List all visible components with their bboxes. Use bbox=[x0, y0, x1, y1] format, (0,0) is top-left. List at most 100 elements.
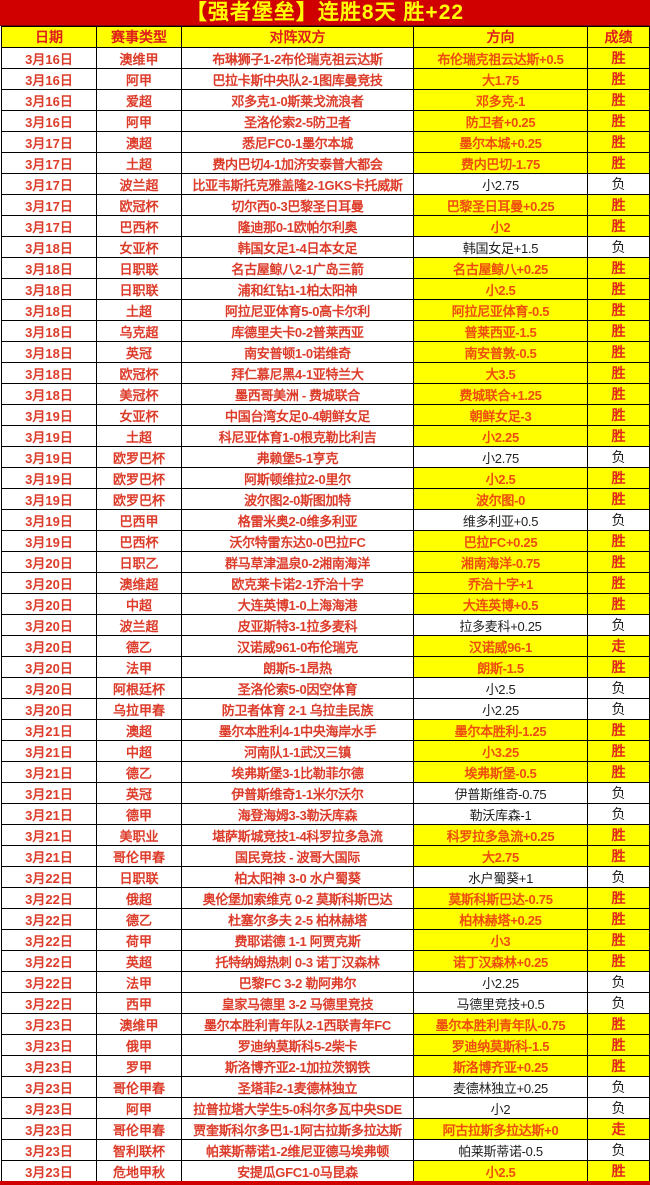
table-row: 3月18日 土超 阿拉尼亚体育5-0高卡尔利 阿拉尼亚体育-0.5 胜 bbox=[1, 299, 650, 321]
date-cell: 3月23日 bbox=[1, 1034, 97, 1056]
date-cell: 3月20日 bbox=[1, 551, 97, 573]
table-row: 3月19日 巴西杯 沃尔特雷东达0-0巴拉FC 巴拉FC+0.25 胜 bbox=[1, 530, 650, 552]
result-cell: 胜 bbox=[587, 824, 650, 846]
direction-cell: 小2.25 bbox=[413, 971, 588, 993]
direction-cell: 墨尔本城+0.25 bbox=[413, 131, 588, 153]
league-cell: 欧罗巴杯 bbox=[96, 446, 182, 468]
direction-cell: 费城联合+1.25 bbox=[413, 383, 588, 405]
table-row: 3月16日 阿甲 圣洛伦索2-5防卫者 防卫者+0.25 胜 bbox=[1, 110, 650, 132]
table-row: 3月16日 阿甲 巴拉卡斯中央队2-1图库曼竞技 大1.75 胜 bbox=[1, 68, 650, 90]
result-cell: 胜 bbox=[587, 362, 650, 384]
league-cell: 俄甲 bbox=[96, 1034, 182, 1056]
match-cell: 科尼亚体育1-0根克勒比利吉 bbox=[181, 425, 414, 447]
match-cell: 皇家马德里 3-2 马德里竞技 bbox=[181, 992, 414, 1014]
result-cell: 胜 bbox=[587, 761, 650, 783]
match-cell: 邓多克1-0斯莱戈流浪者 bbox=[181, 89, 414, 111]
league-cell: 澳超 bbox=[96, 131, 182, 153]
result-cell: 负 bbox=[587, 1076, 650, 1098]
result-cell: 负 bbox=[587, 782, 650, 804]
league-cell: 荷甲 bbox=[96, 929, 182, 951]
table-row: 3月18日 美冠杯 墨西哥美洲 - 费城联合 费城联合+1.25 胜 bbox=[1, 383, 650, 405]
table-row: 3月23日 危地甲秋 安提瓜GFC1-0马昆森 小2.5 胜 bbox=[1, 1160, 650, 1182]
match-cell: 费耶诺德 1-1 阿贾克斯 bbox=[181, 929, 414, 951]
match-cell: 名古屋鲸八2-1广岛三箭 bbox=[181, 257, 414, 279]
table-row: 3月22日 英超 托特纳姆热刺 0-3 诺丁汉森林 诺丁汉森林+0.25 胜 bbox=[1, 950, 650, 972]
table-row: 3月22日 法甲 巴黎FC 3-2 勒阿弗尔 小2.25 负 bbox=[1, 971, 650, 993]
match-cell: 韩国女足1-4日本女足 bbox=[181, 236, 414, 258]
direction-cell: 斯洛博齐亚+0.25 bbox=[413, 1055, 588, 1077]
direction-cell: 邓多克-1 bbox=[413, 89, 588, 111]
match-cell: 切尔西0-3巴黎圣日耳曼 bbox=[181, 194, 414, 216]
direction-cell: 名古屋鲸八+0.25 bbox=[413, 257, 588, 279]
table-row: 3月18日 英冠 南安普顿1-0诺维奇 南安普敦-0.5 胜 bbox=[1, 341, 650, 363]
league-cell: 中超 bbox=[96, 740, 182, 762]
match-cell: 格雷米奥2-0维多利亚 bbox=[181, 509, 414, 531]
direction-cell: 小2.5 bbox=[413, 1160, 588, 1182]
date-cell: 3月18日 bbox=[1, 320, 97, 342]
result-cell: 胜 bbox=[587, 950, 650, 972]
match-cell: 拉普拉塔大学生5-0科尔多瓦中央SDE bbox=[181, 1097, 414, 1119]
direction-cell: 莫斯科斯巴达-0.75 bbox=[413, 887, 588, 909]
league-cell: 澳维甲 bbox=[96, 1013, 182, 1035]
table-row: 3月18日 日职联 浦和红钻1-1柏太阳神 小2.5 胜 bbox=[1, 278, 650, 300]
direction-cell: 小2.5 bbox=[413, 677, 588, 699]
league-cell: 德乙 bbox=[96, 761, 182, 783]
league-cell: 欧冠杯 bbox=[96, 194, 182, 216]
column-header-date: 日期 bbox=[1, 26, 97, 48]
date-cell: 3月22日 bbox=[1, 929, 97, 951]
direction-cell: 湘南海洋-0.75 bbox=[413, 551, 588, 573]
league-cell: 中超 bbox=[96, 593, 182, 615]
table-row: 3月22日 德乙 杜塞尔多夫 2-5 柏林赫塔 柏林赫塔+0.25 胜 bbox=[1, 908, 650, 930]
match-cell: 圣洛伦索5-0因空体育 bbox=[181, 677, 414, 699]
date-cell: 3月20日 bbox=[1, 677, 97, 699]
table-row: 3月20日 乌拉甲春 防卫者体育 2-1 乌拉圭民族 小2.25 负 bbox=[1, 698, 650, 720]
direction-cell: 小3.25 bbox=[413, 740, 588, 762]
direction-cell: 朝鲜女足-3 bbox=[413, 404, 588, 426]
direction-cell: 朗斯-1.5 bbox=[413, 656, 588, 678]
table-row: 3月17日 巴西杯 隆迪那0-1欧帕尔利奥 小2 胜 bbox=[1, 215, 650, 237]
league-cell: 土超 bbox=[96, 299, 182, 321]
date-cell: 3月22日 bbox=[1, 908, 97, 930]
date-cell: 3月23日 bbox=[1, 1055, 97, 1077]
direction-cell: 小2.75 bbox=[413, 446, 588, 468]
date-cell: 3月19日 bbox=[1, 425, 97, 447]
table-row: 3月19日 欧罗巴杯 阿斯顿维拉2-0里尔 小2.5 胜 bbox=[1, 467, 650, 489]
result-cell: 胜 bbox=[587, 215, 650, 237]
direction-cell: 大1.75 bbox=[413, 68, 588, 90]
league-cell: 阿根廷杯 bbox=[96, 677, 182, 699]
table-row: 3月20日 日职乙 群马草津温泉0-2湘南海洋 湘南海洋-0.75 胜 bbox=[1, 551, 650, 573]
result-cell: 负 bbox=[587, 173, 650, 195]
table-row: 3月21日 德乙 埃弗斯堡3-1比勒菲尔德 埃弗斯堡-0.5 胜 bbox=[1, 761, 650, 783]
direction-cell: 大连英博+0.5 bbox=[413, 593, 588, 615]
league-cell: 哥伦甲春 bbox=[96, 1118, 182, 1140]
direction-cell: 科罗拉多急流+0.25 bbox=[413, 824, 588, 846]
match-cell: 阿斯顿维拉2-0里尔 bbox=[181, 467, 414, 489]
direction-cell: 大3.5 bbox=[413, 362, 588, 384]
table-row: 3月17日 欧冠杯 切尔西0-3巴黎圣日耳曼 巴黎圣日耳曼+0.25 胜 bbox=[1, 194, 650, 216]
result-cell: 胜 bbox=[587, 908, 650, 930]
match-cell: 墨尔本胜利4-1中央海岸水手 bbox=[181, 719, 414, 741]
table-row: 3月23日 智利联杯 帕莱斯蒂诺1-2维尼亚德马埃弗顿 帕莱斯蒂诺-0.5 负 bbox=[1, 1139, 650, 1161]
table-row: 3月16日 澳维甲 布琳狮子1-2布伦瑞克祖云达斯 布伦瑞克祖云达斯+0.5 胜 bbox=[1, 47, 650, 69]
date-cell: 3月21日 bbox=[1, 845, 97, 867]
column-header-result: 成绩 bbox=[587, 26, 650, 48]
league-cell: 英冠 bbox=[96, 782, 182, 804]
result-cell: 胜 bbox=[587, 341, 650, 363]
date-cell: 3月19日 bbox=[1, 404, 97, 426]
date-cell: 3月23日 bbox=[1, 1139, 97, 1161]
result-cell: 胜 bbox=[587, 194, 650, 216]
date-cell: 3月17日 bbox=[1, 152, 97, 174]
column-header-match: 对阵双方 bbox=[181, 26, 414, 48]
result-cell: 胜 bbox=[587, 1055, 650, 1077]
match-cell: 国民竞技 - 波哥大国际 bbox=[181, 845, 414, 867]
league-cell: 日职联 bbox=[96, 257, 182, 279]
table-row: 3月20日 中超 大连英博1-0上海海港 大连英博+0.5 胜 bbox=[1, 593, 650, 615]
date-cell: 3月16日 bbox=[1, 89, 97, 111]
date-cell: 3月23日 bbox=[1, 1118, 97, 1140]
table-row: 3月20日 澳维超 欧克莱卡诺2-1乔治十字 乔治十字+1 胜 bbox=[1, 572, 650, 594]
date-cell: 3月22日 bbox=[1, 887, 97, 909]
date-cell: 3月23日 bbox=[1, 1076, 97, 1098]
league-cell: 美职业 bbox=[96, 824, 182, 846]
table-row: 3月23日 罗甲 斯洛博齐亚2-1加拉茨钢铁 斯洛博齐亚+0.25 胜 bbox=[1, 1055, 650, 1077]
table-row: 3月16日 爱超 邓多克1-0斯莱戈流浪者 邓多克-1 胜 bbox=[1, 89, 650, 111]
